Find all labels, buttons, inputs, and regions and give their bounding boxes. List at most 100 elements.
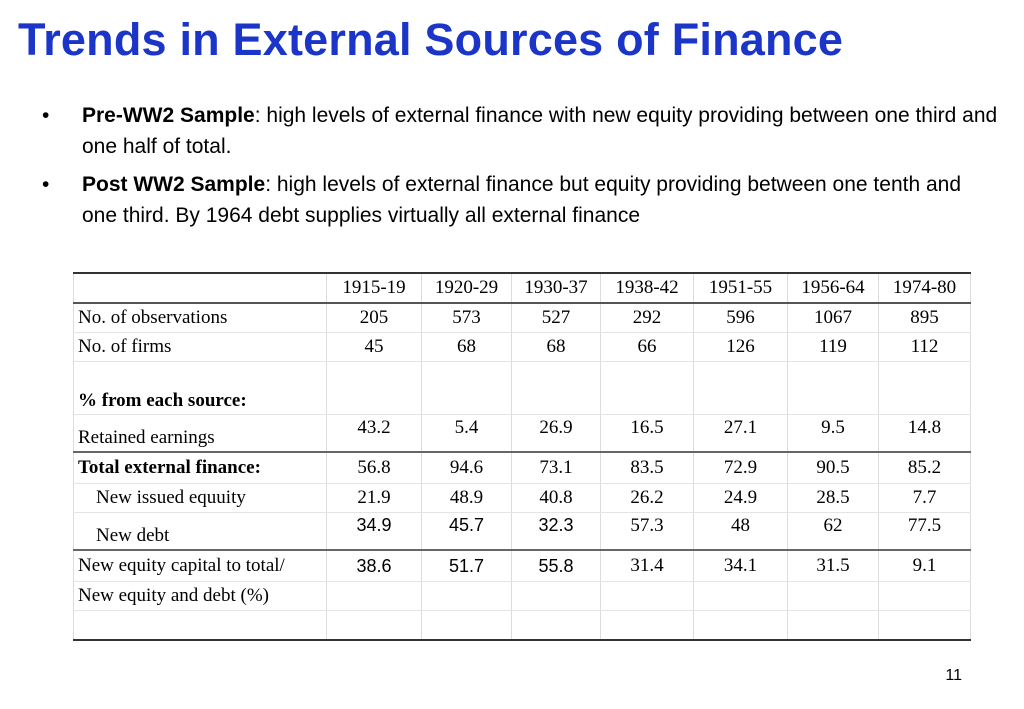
- cell: 73.1: [511, 451, 601, 484]
- cell: 68: [421, 332, 512, 362]
- bullet-list: • Pre-WW2 Sample: high levels of externa…: [40, 100, 1000, 238]
- period-header: 1930-37: [511, 272, 601, 304]
- cell: 27.1: [693, 414, 788, 453]
- cell: 34.9: [326, 512, 422, 551]
- row-observations: No. of observations 205 573 527 292 596 …: [73, 302, 971, 333]
- cell: 5.4: [421, 414, 512, 453]
- empty-cell: [693, 581, 788, 611]
- row-label: No. of firms: [73, 332, 327, 362]
- row-label: Retained earnings: [73, 414, 327, 453]
- cell: 596: [693, 302, 788, 333]
- cell: 38.6: [326, 549, 422, 582]
- cell: 292: [600, 302, 694, 333]
- row-section-heading: % from each source:: [73, 361, 971, 415]
- cell: 205: [326, 302, 422, 333]
- cell: 66: [600, 332, 694, 362]
- cell: 45: [326, 332, 422, 362]
- empty-cell: [511, 610, 601, 641]
- empty-cell: [511, 581, 601, 611]
- cell: 57.3: [600, 512, 694, 551]
- empty-cell: [421, 361, 512, 415]
- cell: 32.3: [511, 512, 601, 551]
- row-label: New issued equuity: [73, 483, 327, 513]
- cell: 119: [787, 332, 879, 362]
- empty-cell: [511, 361, 601, 415]
- period-header: 1920-29: [421, 272, 512, 304]
- cell: 16.5: [600, 414, 694, 453]
- page-number: 11: [945, 667, 962, 684]
- cell: 126: [693, 332, 788, 362]
- slide-title: Trends in External Sources of Finance: [18, 14, 844, 65]
- row-new-equity: New issued equuity 21.9 48.9 40.8 26.2 2…: [73, 483, 971, 513]
- period-header: 1915-19: [326, 272, 422, 304]
- section-heading: % from each source:: [73, 361, 327, 415]
- row-label: New equity and debt (%): [73, 581, 327, 611]
- empty-cell: [600, 361, 694, 415]
- cell: 112: [878, 332, 971, 362]
- row-firms: No. of firms 45 68 68 66 126 119 112: [73, 332, 971, 362]
- cell: 31.5: [787, 549, 879, 582]
- cell: 573: [421, 302, 512, 333]
- cell: 31.4: [600, 549, 694, 582]
- period-header: 1938-42: [600, 272, 694, 304]
- empty-cell: [73, 610, 327, 641]
- cell: 48: [693, 512, 788, 551]
- finance-table: 1915-19 1920-29 1930-37 1938-42 1951-55 …: [73, 272, 971, 641]
- bullet-text: : high levels of external finance with n…: [82, 104, 998, 158]
- row-label: No. of observations: [73, 302, 327, 333]
- cell: 94.6: [421, 451, 512, 484]
- row-new-debt: New debt 34.9 45.7 32.3 57.3 48 62 77.5: [73, 512, 971, 551]
- period-header: 1974-80: [878, 272, 971, 304]
- bullet-dot: •: [42, 173, 50, 196]
- cell: 26.2: [600, 483, 694, 513]
- bullet-text: : high levels of external finance but eq…: [82, 173, 962, 227]
- cell: 24.9: [693, 483, 788, 513]
- empty-cell: [787, 581, 879, 611]
- row-label: New equity capital to total/: [73, 549, 327, 582]
- cell: 77.5: [878, 512, 971, 551]
- cell: 83.5: [600, 451, 694, 484]
- row-label: New debt: [73, 512, 327, 551]
- empty-cell: [326, 581, 422, 611]
- cell: 895: [878, 302, 971, 333]
- row-equity-ratio-cont: New equity and debt (%): [73, 581, 971, 611]
- cell: 1067: [787, 302, 879, 333]
- empty-cell: [878, 610, 971, 641]
- header-empty-cell: [73, 272, 327, 304]
- cell: 68: [511, 332, 601, 362]
- empty-cell: [693, 610, 788, 641]
- empty-cell: [787, 361, 879, 415]
- cell: 527: [511, 302, 601, 333]
- cell: 51.7: [421, 549, 512, 582]
- cell: 90.5: [787, 451, 879, 484]
- empty-cell: [421, 581, 512, 611]
- empty-cell: [326, 361, 422, 415]
- bullet-label: Post WW2 Sample: [82, 173, 266, 196]
- cell: 55.8: [511, 549, 601, 582]
- row-retained-earnings: Retained earnings 43.2 5.4 26.9 16.5 27.…: [73, 414, 971, 453]
- period-header: 1951-55: [693, 272, 788, 304]
- empty-cell: [878, 361, 971, 415]
- empty-cell: [878, 581, 971, 611]
- period-header: 1956-64: [787, 272, 879, 304]
- cell: 14.8: [878, 414, 971, 453]
- bullet-dot: •: [42, 104, 50, 127]
- cell: 45.7: [421, 512, 512, 551]
- empty-cell: [326, 610, 422, 641]
- row-blank: [73, 610, 971, 641]
- cell: 9.5: [787, 414, 879, 453]
- cell: 48.9: [421, 483, 512, 513]
- empty-cell: [787, 610, 879, 641]
- cell: 85.2: [878, 451, 971, 484]
- cell: 72.9: [693, 451, 788, 484]
- empty-cell: [600, 610, 694, 641]
- empty-cell: [600, 581, 694, 611]
- empty-cell: [693, 361, 788, 415]
- row-label: Total external finance:: [73, 451, 327, 484]
- header-row: 1915-19 1920-29 1930-37 1938-42 1951-55 …: [73, 272, 971, 304]
- cell: 21.9: [326, 483, 422, 513]
- cell: 62: [787, 512, 879, 551]
- finance-table-container: 1915-19 1920-29 1930-37 1938-42 1951-55 …: [73, 272, 971, 641]
- cell: 40.8: [511, 483, 601, 513]
- cell: 7.7: [878, 483, 971, 513]
